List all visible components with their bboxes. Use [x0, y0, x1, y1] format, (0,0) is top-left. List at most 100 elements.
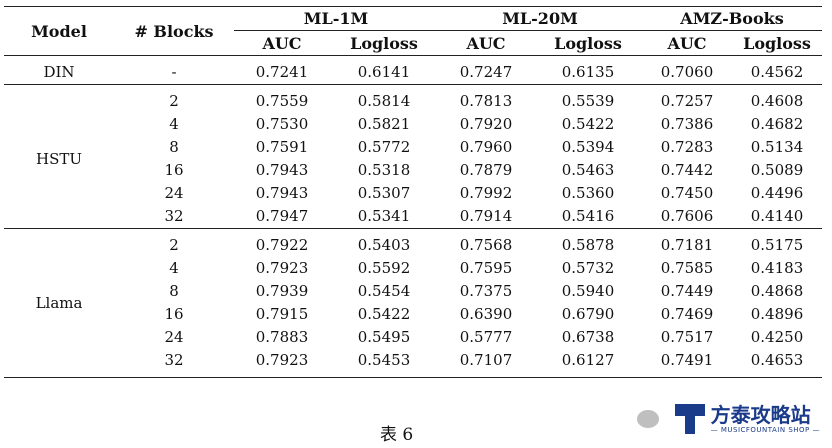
header-blocks: # Blocks — [134, 21, 214, 41]
table-row: 24 0.7943 0.5307 0.7992 0.5360 0.7450 0.4496 — [4, 182, 822, 205]
metric-cell: 0.7559 — [255, 92, 309, 110]
metric-cell: 0.6135 — [561, 63, 615, 81]
metric-cell: 0.5463 — [561, 161, 615, 179]
blocks-cell: 24 — [164, 328, 184, 346]
metric-cell: 0.5878 — [561, 236, 615, 254]
metric-cell: 0.7879 — [459, 161, 513, 179]
metric-cell: 0.5777 — [459, 328, 513, 346]
metric-cell: 0.7591 — [255, 138, 309, 156]
metric-cell: 0.4140 — [750, 207, 804, 225]
metric-cell: 0.5318 — [357, 161, 411, 179]
blocks-cell: 8 — [169, 282, 179, 300]
table-row: 4 0.7530 0.5821 0.7920 0.5422 0.7386 0.4682 — [4, 113, 822, 136]
metric-cell: 0.7449 — [660, 282, 714, 300]
header-metric: Logloss — [350, 33, 418, 53]
header-model: Model — [31, 21, 87, 41]
table-row: 8 0.7939 0.5454 0.7375 0.5940 0.7449 0.4868 — [4, 280, 822, 303]
table-caption: 表 6 — [380, 425, 414, 445]
table-body: DIN - 0.7241 0.6141 0.7247 0.6135 0.7060 0.4562… — [4, 55, 822, 378]
metric-cell: 0.5307 — [357, 184, 411, 202]
model-name: Llama — [35, 293, 83, 312]
metric-cell: 0.7530 — [255, 115, 309, 133]
blocks-cell: 4 — [169, 259, 179, 277]
watermark-subtitle: — MUSICFOUNTAIN SHOP — — [710, 426, 820, 434]
metric-cell: 0.7943 — [255, 161, 309, 179]
metric-cell: 0.5341 — [357, 207, 411, 225]
metric-cell: 0.5394 — [561, 138, 615, 156]
logo-icon — [674, 404, 705, 434]
chat-bubble-icon — [636, 410, 659, 428]
metric-cell: 0.5089 — [750, 161, 804, 179]
metric-cell: 0.5416 — [561, 207, 615, 225]
table-row: 4 0.7923 0.5592 0.7595 0.5732 0.7585 0.4183 — [4, 257, 822, 280]
table-bottom-rule — [4, 372, 822, 378]
metric-cell: 0.7442 — [660, 161, 714, 179]
table-row: 8 0.7591 0.5772 0.7960 0.5394 0.7283 0.5134 — [4, 136, 822, 159]
metric-cell: 0.5453 — [357, 351, 411, 369]
header-metric: Logloss — [743, 33, 811, 53]
header-dataset-amzbooks: AMZ-Books — [642, 6, 822, 31]
group-separator — [4, 228, 822, 234]
metric-cell: 0.5422 — [561, 115, 615, 133]
table-header: Model # Blocks ML-1M ML-20M AMZ-Books AU… — [4, 6, 822, 56]
watermark-title: 方泰攻略站 — [710, 403, 811, 427]
metric-cell: 0.5175 — [750, 236, 804, 254]
metric-cell: 0.4896 — [750, 305, 804, 323]
metric-cell: 0.4496 — [750, 184, 804, 202]
table-row: 24 0.7883 0.5495 0.5777 0.6738 0.7517 0.4250 — [4, 326, 822, 349]
metric-cell: 0.7923 — [255, 259, 309, 277]
header-metric: AUC — [667, 33, 707, 53]
model-name: HSTU — [35, 149, 82, 168]
table-row: 32 0.7947 0.5341 0.7914 0.5416 0.7606 0.4140 — [4, 205, 822, 229]
header-metric: AUC — [262, 33, 302, 53]
blocks-cell: 2 — [169, 236, 179, 254]
blocks-cell: 2 — [169, 92, 179, 110]
watermark: 方泰攻略站 — MUSICFOUNTAIN SHOP — — [636, 404, 820, 434]
header-dataset-ml1m: ML-1M — [234, 6, 438, 31]
metric-cell: 0.7606 — [660, 207, 714, 225]
metric-cell: 0.4682 — [750, 115, 804, 133]
blocks-cell: 16 — [164, 305, 184, 323]
table-row: 32 0.7923 0.5453 0.7107 0.6127 0.7491 0.4653 — [4, 349, 822, 372]
metric-cell: 0.7469 — [660, 305, 714, 323]
blocks-cell: 4 — [169, 115, 179, 133]
metric-cell: 0.5732 — [561, 259, 615, 277]
blocks-cell: 24 — [164, 184, 184, 202]
metric-cell: 0.7992 — [459, 184, 513, 202]
metric-cell: 0.7943 — [255, 184, 309, 202]
model-name: DIN — [43, 63, 75, 81]
header-metric: Logloss — [554, 33, 622, 53]
metric-cell: 0.7883 — [255, 328, 309, 346]
metric-cell: 0.7257 — [660, 92, 714, 110]
metric-cell: 0.7947 — [255, 207, 309, 225]
metric-cell: 0.6141 — [357, 63, 411, 81]
header-metric: AUC — [466, 33, 506, 53]
metric-cell: 0.5422 — [357, 305, 411, 323]
table-row: HSTU 2 0.7559 0.5814 0.7813 0.5539 0.7257 0.460… — [4, 90, 822, 168]
blocks-cell: 32 — [164, 207, 184, 225]
metric-cell: 0.4250 — [750, 328, 804, 346]
blocks-cell: 16 — [164, 161, 184, 179]
metric-cell: 0.7595 — [459, 259, 513, 277]
metric-cell: 0.7920 — [459, 115, 513, 133]
table-row: 16 0.7943 0.5318 0.7879 0.5463 0.7442 0.5089 — [4, 159, 822, 182]
metric-cell: 0.5539 — [561, 92, 615, 110]
metric-cell: 0.7181 — [660, 236, 714, 254]
metric-cell: 0.7386 — [660, 115, 714, 133]
results-table: Model # Blocks ML-1M ML-20M AMZ-Books AU… — [4, 6, 822, 378]
metric-cell: 0.4868 — [750, 282, 804, 300]
metric-cell: 0.7517 — [660, 328, 714, 346]
metric-cell: 0.6738 — [561, 328, 615, 346]
metric-cell: 0.7914 — [459, 207, 513, 225]
metric-cell: 0.4183 — [750, 259, 804, 277]
metric-cell: 0.7491 — [660, 351, 714, 369]
metric-cell: 0.7960 — [459, 138, 513, 156]
metric-cell: 0.7939 — [255, 282, 309, 300]
metric-cell: 0.6390 — [459, 305, 513, 323]
blocks-cell: 8 — [169, 138, 179, 156]
metric-cell: 0.7585 — [660, 259, 714, 277]
metric-cell: 0.5134 — [750, 138, 804, 156]
watermark-text: 方泰攻略站 — MUSICFOUNTAIN SHOP — — [711, 404, 820, 434]
metric-cell: 0.7375 — [459, 282, 513, 300]
metric-cell: 0.7922 — [255, 236, 309, 254]
